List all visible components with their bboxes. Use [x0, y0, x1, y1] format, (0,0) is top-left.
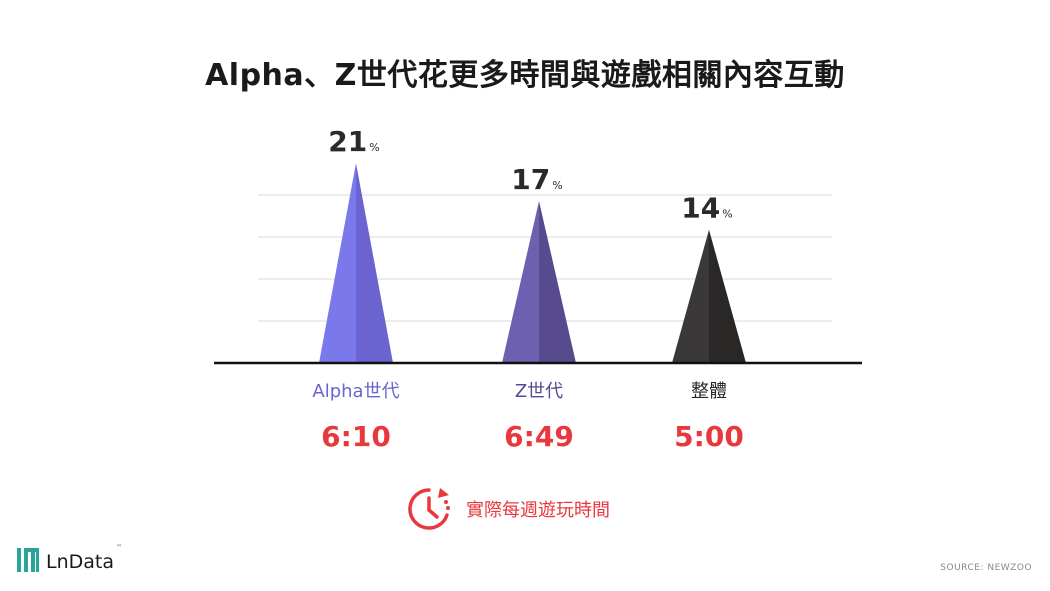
source-note: SOURCE: NEWZOO	[940, 563, 1032, 573]
legend-label: 實際每週遊玩時間	[466, 500, 610, 521]
peak-1	[319, 163, 393, 363]
category-label: 整體	[691, 381, 727, 402]
peak-chart: 21 % Alpha世代 6:10 17 % Z世代 6:49 14 % 整體 5:00	[214, 125, 862, 453]
value-label: 17%	[511, 163, 562, 196]
peaks	[319, 163, 746, 363]
peak-right-face	[709, 229, 746, 363]
category-label: Z世代	[515, 381, 563, 402]
chart-title: Alpha、Z世代花更多時間與遊戲相關內容互動	[205, 58, 845, 93]
logo-text: LnData	[46, 551, 114, 573]
labels: 21 % Alpha世代 6:10 17 % Z世代 6:49 14 % 整體 5:00	[312, 125, 743, 453]
play-time-label: 6:49	[504, 420, 574, 453]
value-label: 14%	[681, 192, 732, 225]
lndata-logo: LnData ™	[16, 540, 122, 574]
peak-left-face	[319, 163, 356, 363]
peak-left-face	[672, 229, 709, 363]
logo-tm: ™	[116, 544, 122, 551]
logo-mark-icon	[17, 548, 39, 572]
value-label: 21%	[328, 125, 379, 158]
legend: 實際每週遊玩時間	[406, 486, 610, 532]
peak-2	[502, 201, 576, 363]
clock-icon	[408, 488, 450, 530]
peak-left-face	[502, 201, 539, 363]
play-time-label: 5:00	[674, 420, 744, 453]
play-time-label: 6:10	[321, 420, 391, 453]
category-label: Alpha世代	[312, 381, 399, 402]
peak-3	[672, 229, 746, 363]
peak-right-face	[539, 201, 576, 363]
peak-right-face	[356, 163, 393, 363]
